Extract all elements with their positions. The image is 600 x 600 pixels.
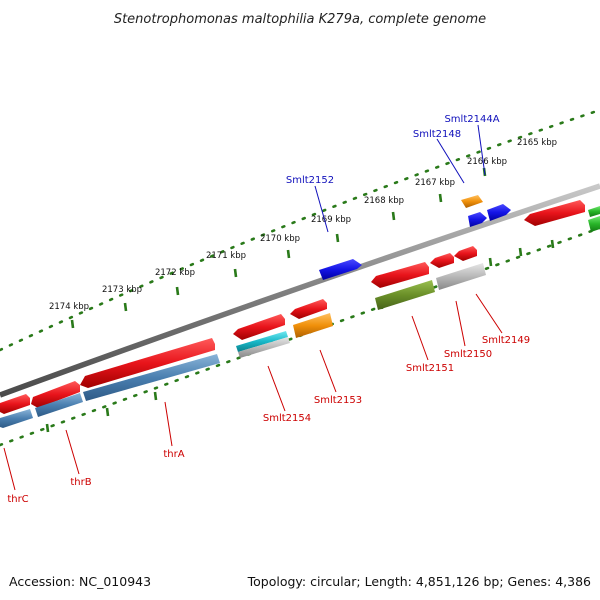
leader-smlt2149 xyxy=(475,293,503,334)
scale-tick xyxy=(286,249,291,259)
gene-label: thrB xyxy=(70,477,91,488)
feature-track-lower xyxy=(0,206,600,428)
scale-tick xyxy=(518,247,523,257)
smlt2153-orange-bar xyxy=(293,313,333,338)
leader-lines xyxy=(3,124,503,491)
leader-smlt2151 xyxy=(411,315,429,361)
scale-label: 2171 kbp xyxy=(206,251,246,261)
smlt2148-arrow xyxy=(468,212,487,227)
scale-label: 2172 kbp xyxy=(155,268,195,278)
smlt2150-grey-bar xyxy=(436,263,486,290)
scale-tick xyxy=(153,391,158,401)
scale-tick xyxy=(488,257,493,267)
gene-label: Smlt2152 xyxy=(286,175,334,186)
scale-label: 2169 kbp xyxy=(311,215,351,225)
scale-label: 2166 kbp xyxy=(467,157,507,167)
smlt2154-arrow xyxy=(233,314,285,340)
smlt2150-arrow xyxy=(430,253,454,268)
scale-tick xyxy=(550,239,555,249)
leader-thrB xyxy=(65,429,80,475)
genome-backbone xyxy=(0,183,600,398)
orange-feature xyxy=(461,195,483,208)
thrC-bar xyxy=(0,409,33,428)
outer-gene-labels: Smlt2144A Smlt2148 Smlt2152 xyxy=(286,114,500,186)
smlt2151-olive-bar xyxy=(375,280,435,310)
scale-tick xyxy=(123,302,128,312)
thrB-bar xyxy=(35,393,83,417)
cds-track-upper xyxy=(0,200,585,414)
gene-arrow xyxy=(31,381,80,408)
gene-label: thrA xyxy=(163,449,184,460)
scale-tick xyxy=(175,286,180,296)
green-bar-arrow xyxy=(588,206,600,217)
scale-tick xyxy=(335,233,340,243)
gene-label: Smlt2150 xyxy=(444,349,492,360)
scale-tick xyxy=(391,211,396,221)
gene-arrow xyxy=(0,394,30,414)
smlt2154-cyan-bar xyxy=(236,331,288,352)
scale-tick xyxy=(438,193,443,203)
scale-tick xyxy=(105,407,110,417)
scale-label: 2173 kbp xyxy=(102,285,142,295)
leader-smlt2148 xyxy=(436,138,465,184)
gene-label: Smlt2153 xyxy=(314,395,362,406)
map-title: Stenotrophomonas maltophilia K279a, comp… xyxy=(114,12,486,27)
scale-labels: 2165 kbp 2166 kbp 2167 kbp 2168 kbp 2169 kbp… xyxy=(49,138,557,312)
gene-label: Smlt2154 xyxy=(263,413,311,424)
gene-label: Smlt2148 xyxy=(413,129,461,140)
smlt2153-arrow xyxy=(290,299,327,319)
leader-smlt2144A xyxy=(477,124,486,176)
leader-smlt2152 xyxy=(314,185,329,233)
green-bar xyxy=(588,216,600,232)
accession-text: Accession: NC_010943 xyxy=(9,574,151,589)
scale-ticks xyxy=(45,167,555,433)
scale-tick xyxy=(70,319,75,329)
gene-label: Smlt2149 xyxy=(482,335,530,346)
leader-smlt2154 xyxy=(267,365,286,412)
scale-label: 2165 kbp xyxy=(517,138,557,148)
thrA-bar xyxy=(83,354,220,401)
gene-arrow xyxy=(524,200,585,226)
smlt2149-arrow xyxy=(454,246,477,261)
gene-label: Smlt2144A xyxy=(444,114,499,125)
leader-smlt2153 xyxy=(319,349,337,393)
thrA-arrow xyxy=(80,338,215,388)
outer-feature-track xyxy=(319,195,511,280)
scale-tick xyxy=(45,423,50,433)
scale-label: 2174 kbp xyxy=(49,302,89,312)
leader-smlt2150 xyxy=(455,300,466,347)
leader-thrA xyxy=(164,401,173,447)
gene-label: thrC xyxy=(7,494,28,505)
gene-label: Smlt2151 xyxy=(406,363,454,374)
scale-label: 2170 kbp xyxy=(260,234,300,244)
scale-label: 2168 kbp xyxy=(364,196,404,206)
smlt2152-arrow xyxy=(319,259,362,280)
scale-label: 2167 kbp xyxy=(415,178,455,188)
genome-summary-text: Topology: circular; Length: 4,851,126 bp… xyxy=(247,574,591,589)
smlt2154-grey-bar xyxy=(238,337,290,358)
smlt2144A-arrow xyxy=(487,204,511,221)
smlt2151-arrow xyxy=(371,262,429,288)
scale-tick xyxy=(233,268,238,278)
inner-gene-labels: Smlt2149 Smlt2150 Smlt2151 Smlt2153 Smlt… xyxy=(7,335,530,505)
leader-thrC xyxy=(3,447,16,491)
